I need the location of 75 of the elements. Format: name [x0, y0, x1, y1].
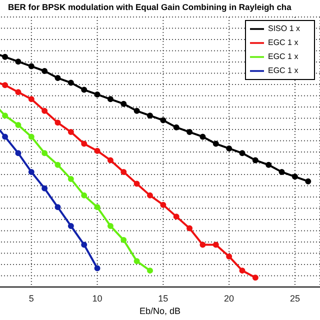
point [81, 192, 88, 198]
point [42, 150, 48, 156]
legend-label: EGC 1 x [268, 66, 298, 76]
point [160, 117, 166, 124]
point [81, 140, 88, 147]
point [28, 168, 34, 175]
point [68, 222, 74, 229]
point [15, 122, 22, 128]
point [147, 192, 153, 198]
point [252, 157, 258, 164]
point [252, 274, 258, 281]
point [94, 148, 100, 154]
legend-label: EGC 1 x [268, 38, 298, 48]
point [173, 124, 180, 130]
legend-label: SISO 1 x [268, 24, 300, 34]
x-axis-title: Eb/No, dB [138, 306, 182, 316]
point [226, 253, 232, 260]
x-tick-label: 25 [290, 293, 300, 304]
point [28, 134, 34, 140]
x-tick-label: 10 [92, 293, 102, 304]
point [94, 91, 100, 98]
point [42, 108, 48, 114]
point [2, 112, 8, 119]
point [42, 68, 48, 74]
point [134, 180, 140, 187]
point [200, 242, 206, 248]
point [120, 237, 127, 244]
point [239, 268, 246, 274]
point [212, 140, 219, 147]
point [68, 129, 74, 136]
point [15, 150, 22, 156]
point [81, 242, 88, 248]
point [54, 75, 61, 82]
point [305, 178, 312, 184]
point [107, 96, 114, 102]
point [120, 100, 127, 107]
point [68, 80, 74, 86]
point [120, 168, 127, 175]
point [94, 204, 100, 210]
point [226, 145, 232, 152]
point [186, 225, 193, 232]
point [107, 157, 114, 164]
point [266, 162, 272, 168]
point [68, 176, 74, 182]
point [147, 112, 153, 119]
point [2, 54, 8, 60]
point [15, 89, 22, 96]
point [15, 58, 22, 65]
point [28, 63, 34, 70]
legend-label: EGC 1 x [268, 52, 298, 62]
point [107, 222, 114, 229]
point [147, 268, 153, 274]
chart-title: BER for BPSK modulation with Equal Gain Combining in Rayleigh cha [8, 2, 292, 12]
point [134, 258, 140, 264]
point [94, 265, 100, 272]
point [2, 82, 8, 88]
point [173, 214, 180, 220]
x-tick-label: 20 [224, 293, 234, 304]
point [54, 162, 61, 168]
point [292, 174, 298, 180]
x-tick-label: 5 [28, 293, 34, 304]
point [239, 150, 246, 156]
point [212, 242, 219, 248]
x-tick-label: 15 [158, 293, 168, 304]
point [278, 168, 285, 175]
point [54, 204, 61, 210]
point [134, 108, 140, 114]
point [2, 134, 8, 140]
point [81, 86, 88, 93]
point [160, 202, 166, 208]
point [200, 134, 206, 140]
point [42, 185, 48, 192]
point [54, 120, 61, 126]
point [186, 129, 193, 136]
point [28, 96, 34, 102]
